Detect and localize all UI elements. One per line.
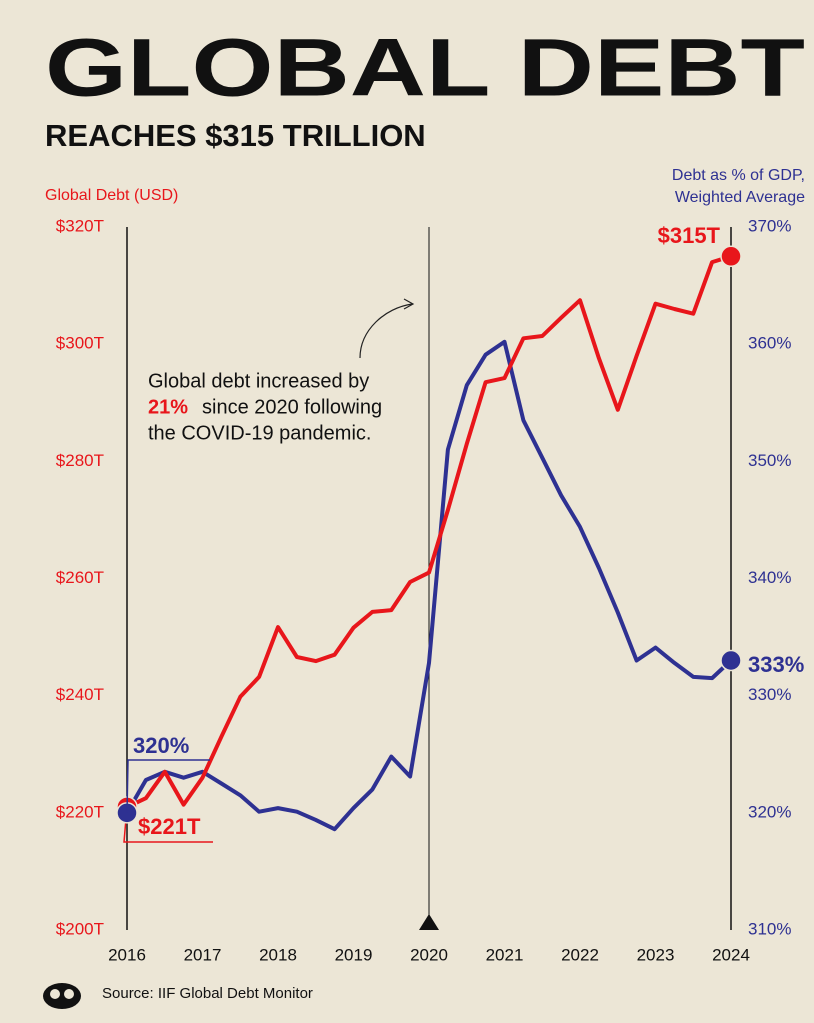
y-tick-label: $240T xyxy=(56,685,104,704)
x-tick-label: 2017 xyxy=(184,945,222,964)
annotation-arrow xyxy=(359,303,413,359)
x-tick-label: 2018 xyxy=(259,945,297,964)
logo-eye xyxy=(64,989,74,999)
y-tick-label: $220T xyxy=(56,802,104,821)
value-label: $221T xyxy=(138,814,201,839)
y-tick-label: $320T xyxy=(56,216,104,235)
series-line xyxy=(126,254,732,809)
y2-tick-label: 340% xyxy=(748,568,791,587)
value-label: 320% xyxy=(133,733,189,758)
y-axis-label: Global Debt (USD) xyxy=(45,187,178,204)
x-tick-label: 2022 xyxy=(561,945,599,964)
y2-axis-label: Weighted Average xyxy=(675,189,805,206)
annotation: Global debt increased by xyxy=(148,370,369,392)
endpoint-dot xyxy=(720,245,742,268)
y-tick-label: $200T xyxy=(56,919,104,938)
y2-tick-label: 370% xyxy=(748,216,791,235)
source: Source: IIF Global Debt Monitor xyxy=(102,985,313,1002)
x-tick-label: 2021 xyxy=(486,945,524,964)
y2-tick-label: 320% xyxy=(748,802,791,821)
x-tick-label: 2024 xyxy=(712,945,750,964)
annotation: since 2020 following xyxy=(202,396,382,418)
annotation-arrow-head xyxy=(403,298,415,310)
annotation: the COVID-19 pandemic. xyxy=(148,422,371,444)
chart-subtitle: REACHES $315 TRILLION xyxy=(45,118,426,153)
logo xyxy=(43,983,81,1009)
y2-tick-label: 330% xyxy=(748,685,791,704)
logo-eye xyxy=(50,989,60,999)
y-tick-label: $260T xyxy=(56,568,104,587)
y-tick-label: $280T xyxy=(56,451,104,470)
y2-tick-label: 350% xyxy=(748,451,791,470)
x-tick-label: 2023 xyxy=(637,945,675,964)
annotation-highlight: 21% xyxy=(148,396,188,418)
x-tick-label: 2020 xyxy=(410,945,448,964)
x-tick-label: 2019 xyxy=(335,945,373,964)
y-tick-label: $300T xyxy=(56,334,104,353)
y2-axis-label: Debt as % of GDP, xyxy=(672,167,805,184)
endpoint-dot xyxy=(720,649,742,672)
y2-tick-label: 360% xyxy=(748,334,791,353)
y2-tick-label: 310% xyxy=(748,919,791,938)
label-leader xyxy=(126,759,210,813)
reference-marker xyxy=(419,914,439,930)
logo-shape xyxy=(43,983,81,1009)
series-line xyxy=(125,339,733,832)
chart-title: GLOBAL DEBT xyxy=(45,23,805,114)
value-label: $315T xyxy=(658,223,721,248)
x-tick-label: 2016 xyxy=(108,945,146,964)
value-label: 333% xyxy=(748,652,804,677)
